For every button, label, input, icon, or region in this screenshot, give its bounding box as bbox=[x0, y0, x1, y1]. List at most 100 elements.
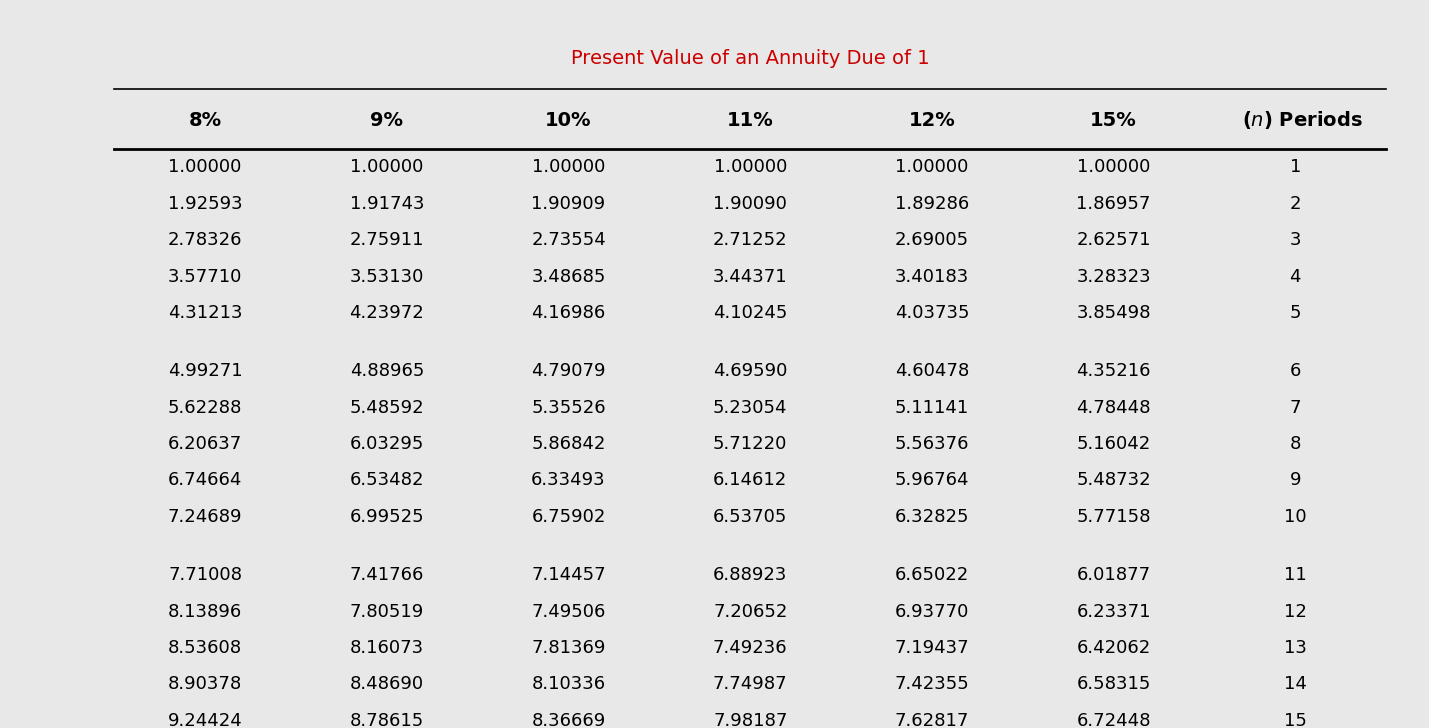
Text: 11: 11 bbox=[1283, 566, 1306, 584]
Text: 6.20637: 6.20637 bbox=[169, 435, 243, 453]
Text: 5.77158: 5.77158 bbox=[1076, 508, 1150, 526]
Text: 6.03295: 6.03295 bbox=[350, 435, 424, 453]
Text: 5: 5 bbox=[1289, 304, 1300, 322]
Text: 4.31213: 4.31213 bbox=[169, 304, 243, 322]
Text: 7.81369: 7.81369 bbox=[532, 639, 606, 657]
Text: 5.23054: 5.23054 bbox=[713, 399, 787, 416]
Text: 5.71220: 5.71220 bbox=[713, 435, 787, 453]
Text: 3.57710: 3.57710 bbox=[169, 268, 243, 285]
Text: 1.00000: 1.00000 bbox=[1077, 159, 1150, 176]
Text: 6.58315: 6.58315 bbox=[1076, 676, 1150, 693]
Text: 7.42355: 7.42355 bbox=[895, 676, 969, 693]
Text: 6.93770: 6.93770 bbox=[895, 603, 969, 620]
Text: 10%: 10% bbox=[546, 111, 592, 130]
Text: 6.75902: 6.75902 bbox=[532, 508, 606, 526]
Text: ($\it{n}$) Periods: ($\it{n}$) Periods bbox=[1242, 109, 1363, 131]
Text: 10: 10 bbox=[1285, 508, 1306, 526]
Text: 2.78326: 2.78326 bbox=[169, 232, 243, 249]
Text: 3.53130: 3.53130 bbox=[350, 268, 424, 285]
Text: 8.36669: 8.36669 bbox=[532, 712, 606, 728]
Text: 1.91743: 1.91743 bbox=[350, 195, 424, 213]
Text: 12: 12 bbox=[1283, 603, 1306, 620]
Text: 7.49506: 7.49506 bbox=[532, 603, 606, 620]
Text: 8.10336: 8.10336 bbox=[532, 676, 606, 693]
Text: 1.90090: 1.90090 bbox=[713, 195, 787, 213]
Text: 8.78615: 8.78615 bbox=[350, 712, 424, 728]
Text: 8%: 8% bbox=[189, 111, 221, 130]
Text: 13: 13 bbox=[1283, 639, 1306, 657]
Text: 1.89286: 1.89286 bbox=[895, 195, 969, 213]
Text: 8.16073: 8.16073 bbox=[350, 639, 424, 657]
Text: 15: 15 bbox=[1283, 712, 1306, 728]
Text: 6: 6 bbox=[1289, 363, 1300, 380]
Text: 7.19437: 7.19437 bbox=[895, 639, 969, 657]
Text: 7.98187: 7.98187 bbox=[713, 712, 787, 728]
Text: 5.16042: 5.16042 bbox=[1076, 435, 1150, 453]
Text: Present Value of an Annuity Due of 1: Present Value of an Annuity Due of 1 bbox=[572, 49, 929, 68]
Text: 12%: 12% bbox=[909, 111, 956, 130]
Text: 4.23972: 4.23972 bbox=[350, 304, 424, 322]
Text: 2.71252: 2.71252 bbox=[713, 232, 787, 249]
Text: 7.49236: 7.49236 bbox=[713, 639, 787, 657]
Text: 6.53705: 6.53705 bbox=[713, 508, 787, 526]
Text: 5.62288: 5.62288 bbox=[169, 399, 243, 416]
Text: 3.28323: 3.28323 bbox=[1076, 268, 1150, 285]
Text: 7.80519: 7.80519 bbox=[350, 603, 424, 620]
Text: 7.20652: 7.20652 bbox=[713, 603, 787, 620]
Text: 8: 8 bbox=[1289, 435, 1300, 453]
Text: 7.41766: 7.41766 bbox=[350, 566, 424, 584]
Text: 2: 2 bbox=[1289, 195, 1300, 213]
Text: 2.69005: 2.69005 bbox=[895, 232, 969, 249]
Text: 5.35526: 5.35526 bbox=[532, 399, 606, 416]
Text: 5.48592: 5.48592 bbox=[350, 399, 424, 416]
Text: 3.85498: 3.85498 bbox=[1076, 304, 1150, 322]
Text: 2.62571: 2.62571 bbox=[1076, 232, 1150, 249]
Text: 7: 7 bbox=[1289, 399, 1300, 416]
Text: 4.16986: 4.16986 bbox=[532, 304, 606, 322]
Text: 1.86957: 1.86957 bbox=[1076, 195, 1150, 213]
Text: 5.86842: 5.86842 bbox=[532, 435, 606, 453]
Text: 6.42062: 6.42062 bbox=[1076, 639, 1150, 657]
Text: 7.62817: 7.62817 bbox=[895, 712, 969, 728]
Text: 4.88965: 4.88965 bbox=[350, 363, 424, 380]
Text: 1.00000: 1.00000 bbox=[532, 159, 606, 176]
Text: 4.79079: 4.79079 bbox=[532, 363, 606, 380]
Text: 6.65022: 6.65022 bbox=[895, 566, 969, 584]
Text: 7.24689: 7.24689 bbox=[169, 508, 243, 526]
Text: 1: 1 bbox=[1289, 159, 1300, 176]
Text: 4.60478: 4.60478 bbox=[895, 363, 969, 380]
Text: 8.90378: 8.90378 bbox=[169, 676, 243, 693]
Text: 2.75911: 2.75911 bbox=[350, 232, 424, 249]
Text: 6.14612: 6.14612 bbox=[713, 472, 787, 489]
Text: 1.92593: 1.92593 bbox=[167, 195, 243, 213]
Text: 3: 3 bbox=[1289, 232, 1300, 249]
Text: 3.48685: 3.48685 bbox=[532, 268, 606, 285]
Text: 4.78448: 4.78448 bbox=[1076, 399, 1150, 416]
Text: 11%: 11% bbox=[727, 111, 773, 130]
Text: 6.23371: 6.23371 bbox=[1076, 603, 1150, 620]
Text: 8.13896: 8.13896 bbox=[169, 603, 243, 620]
Text: 4: 4 bbox=[1289, 268, 1300, 285]
Text: 5.96764: 5.96764 bbox=[895, 472, 969, 489]
Text: 9: 9 bbox=[1289, 472, 1300, 489]
Text: 5.11141: 5.11141 bbox=[895, 399, 969, 416]
Text: 8.48690: 8.48690 bbox=[350, 676, 424, 693]
Text: 4.99271: 4.99271 bbox=[167, 363, 243, 380]
Text: 6.74664: 6.74664 bbox=[169, 472, 243, 489]
Text: 5.56376: 5.56376 bbox=[895, 435, 969, 453]
Text: 7.74987: 7.74987 bbox=[713, 676, 787, 693]
Text: 4.69590: 4.69590 bbox=[713, 363, 787, 380]
Text: 1.00000: 1.00000 bbox=[169, 159, 242, 176]
Text: 4.03735: 4.03735 bbox=[895, 304, 969, 322]
Text: 1.90909: 1.90909 bbox=[532, 195, 606, 213]
Text: 4.35216: 4.35216 bbox=[1076, 363, 1150, 380]
Text: 3.40183: 3.40183 bbox=[895, 268, 969, 285]
Text: 7.71008: 7.71008 bbox=[169, 566, 242, 584]
Text: 6.72448: 6.72448 bbox=[1076, 712, 1150, 728]
Text: 3.44371: 3.44371 bbox=[713, 268, 787, 285]
Text: 14: 14 bbox=[1283, 676, 1306, 693]
Text: 6.88923: 6.88923 bbox=[713, 566, 787, 584]
Text: 1.00000: 1.00000 bbox=[895, 159, 969, 176]
Text: 4.10245: 4.10245 bbox=[713, 304, 787, 322]
Text: 15%: 15% bbox=[1090, 111, 1137, 130]
